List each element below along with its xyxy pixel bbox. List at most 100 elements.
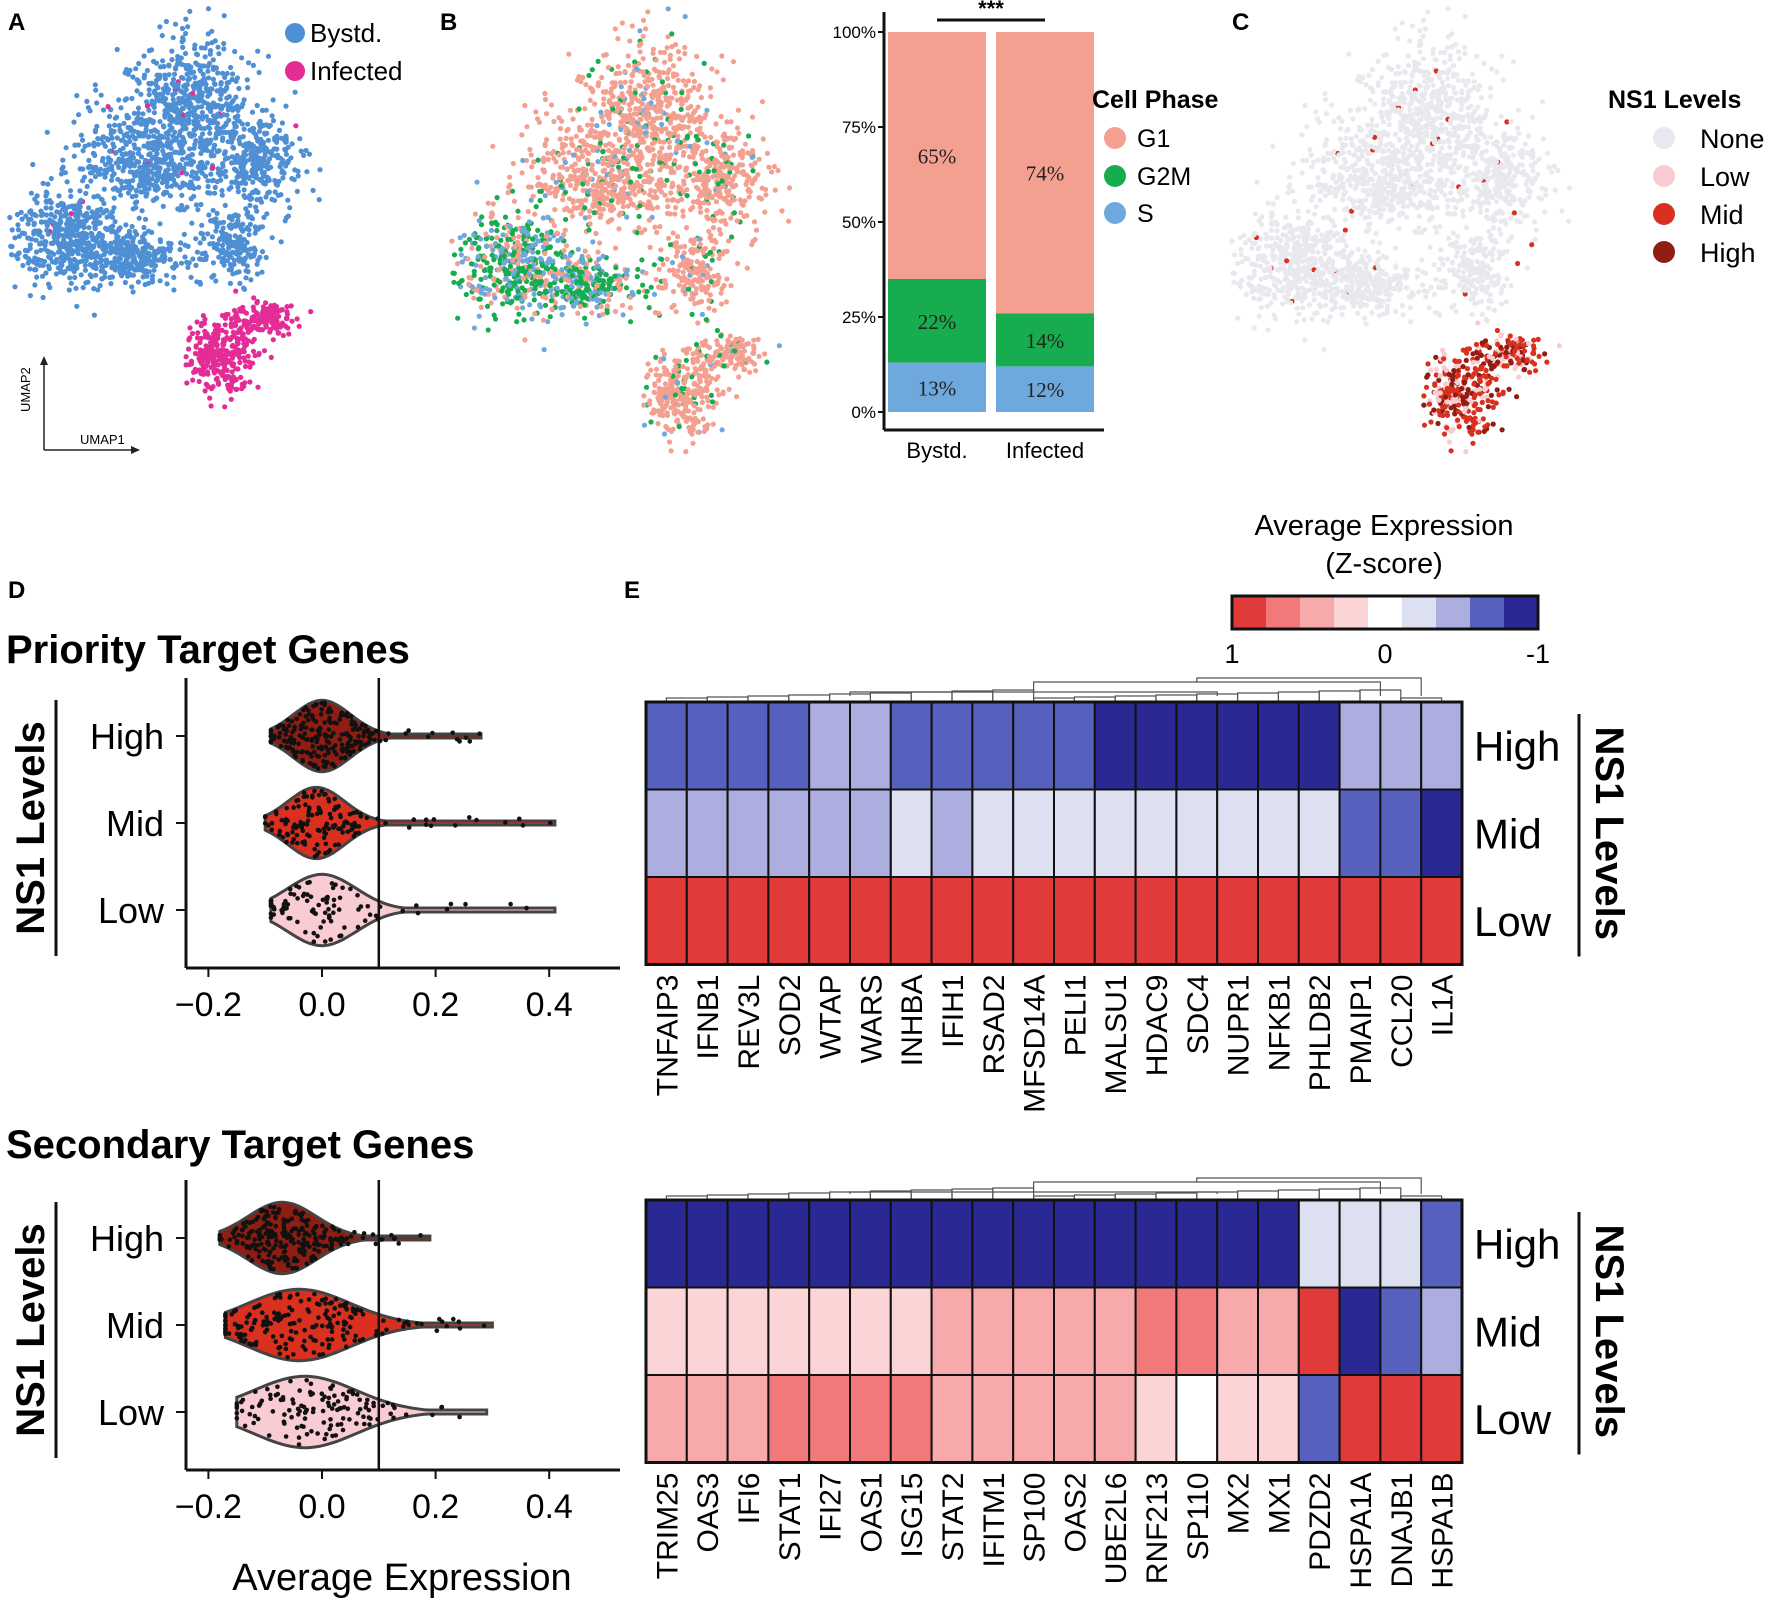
umap-point	[637, 116, 643, 122]
umap-point	[610, 106, 616, 112]
umap-point	[627, 38, 633, 44]
umap-point	[697, 366, 704, 372]
umap-point	[207, 395, 213, 401]
umap-point	[557, 126, 564, 132]
umap-point	[160, 203, 166, 209]
umap-point	[250, 348, 257, 354]
umap-point	[276, 313, 282, 319]
umap-point	[214, 375, 220, 381]
umap-point	[492, 295, 498, 301]
umap-point	[193, 138, 199, 144]
umap-point	[179, 170, 185, 176]
umap-point	[122, 132, 128, 138]
umap-point	[142, 250, 148, 256]
umap-point	[732, 365, 738, 372]
umap-point	[666, 67, 672, 73]
umap-point	[160, 58, 166, 64]
umap-point	[763, 192, 769, 198]
umap-point	[101, 186, 107, 192]
umap-point	[668, 405, 674, 411]
umap-point	[210, 100, 216, 106]
umap-point	[656, 310, 662, 316]
umap-point	[134, 88, 140, 94]
umap-point	[131, 110, 137, 116]
umap-point	[557, 175, 563, 181]
umap-point	[575, 310, 581, 316]
umap-point	[131, 266, 137, 272]
umap-point	[117, 246, 123, 252]
umap-point	[673, 309, 679, 315]
umap-point	[213, 278, 219, 284]
umap-point	[672, 157, 678, 164]
umap-point	[264, 174, 270, 180]
umap-point	[249, 142, 255, 148]
umap-point	[700, 173, 706, 179]
umap-point	[261, 139, 267, 145]
umap-point	[209, 178, 215, 184]
umap-point	[219, 70, 226, 76]
umap-point	[263, 194, 269, 200]
umap-point	[125, 252, 131, 258]
umap-point	[700, 416, 706, 422]
umap-point	[64, 252, 70, 258]
umap-point	[702, 386, 708, 393]
umap-point	[657, 224, 663, 230]
umap-point	[133, 205, 139, 211]
umap-point	[500, 232, 506, 238]
umap-point	[664, 256, 670, 262]
umap-point	[543, 111, 550, 117]
umap-point	[478, 290, 484, 296]
umap-point	[645, 9, 651, 15]
umap-point	[283, 163, 289, 169]
umap-point	[598, 303, 605, 310]
umap-point	[618, 210, 624, 216]
umap-point	[114, 235, 120, 241]
umap-point	[587, 221, 593, 227]
umap-point	[301, 152, 307, 158]
umap-point	[699, 399, 705, 405]
umap-point	[171, 287, 177, 293]
umap-point	[225, 357, 231, 363]
umap-point	[537, 274, 543, 280]
umap-point	[549, 218, 556, 224]
umap-point	[651, 88, 657, 95]
umap-point	[214, 124, 220, 130]
umap-point	[40, 294, 46, 301]
umap-point	[750, 349, 757, 356]
umap-point	[714, 387, 720, 393]
umap-point	[704, 140, 710, 146]
umap-point	[588, 127, 595, 133]
umap-point	[187, 8, 193, 14]
umap-point	[146, 152, 152, 158]
umap-point	[141, 224, 147, 231]
umap-point	[561, 232, 567, 238]
umap-point	[245, 85, 251, 91]
umap-point	[591, 210, 597, 216]
umap-point	[237, 234, 243, 240]
umap-point	[647, 168, 653, 174]
umap-point	[155, 96, 161, 102]
umap-point	[742, 366, 748, 373]
umap-point	[512, 244, 518, 250]
umap-point	[195, 330, 201, 336]
umap-point	[542, 302, 549, 308]
umap-point	[559, 312, 565, 318]
umap-point	[190, 90, 196, 96]
umap-point	[200, 131, 206, 137]
umap-point	[235, 180, 241, 186]
umap-point	[179, 25, 186, 32]
umap-point	[586, 72, 592, 79]
umap-point	[131, 245, 137, 251]
umap-point	[42, 242, 48, 248]
umap-point	[735, 107, 742, 113]
umap-point	[83, 218, 89, 224]
umap-point	[458, 246, 464, 252]
umap-point	[61, 270, 67, 276]
umap-point	[525, 208, 531, 215]
umap-point	[106, 123, 112, 129]
umap-point	[254, 102, 260, 109]
umap-point	[537, 188, 543, 194]
umap-point	[34, 261, 40, 267]
umap-point	[627, 196, 633, 202]
